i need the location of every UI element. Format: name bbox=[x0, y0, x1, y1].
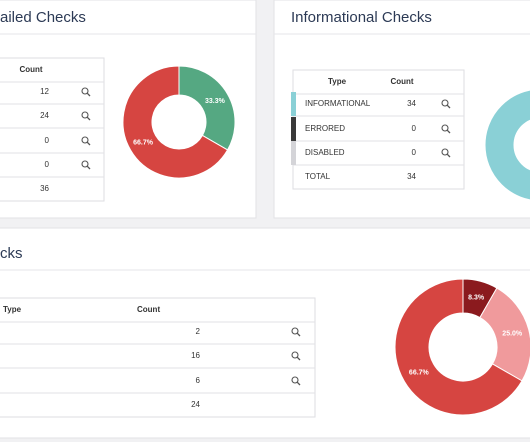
column-header: Count bbox=[390, 77, 413, 86]
donut-segment bbox=[394, 278, 523, 416]
table-cell: 24 bbox=[40, 111, 49, 120]
table-cell: 0 bbox=[45, 160, 50, 169]
search-icon[interactable] bbox=[81, 111, 91, 121]
table-cell: INFORMATIONAL bbox=[305, 99, 371, 108]
table-frame bbox=[0, 57, 105, 202]
donut-segment bbox=[479, 287, 530, 382]
search-handle bbox=[296, 356, 301, 361]
search-lens bbox=[81, 136, 89, 144]
table-cell: 12 bbox=[40, 87, 49, 96]
column-header: Type bbox=[3, 305, 22, 314]
table-cell: 2 bbox=[196, 327, 201, 336]
table-cell: 0 bbox=[412, 124, 417, 133]
total-cell: 24 bbox=[191, 400, 200, 409]
column-header: Count bbox=[19, 65, 42, 74]
panel-title: Informational Checks bbox=[291, 9, 432, 26]
row-color-bar bbox=[291, 92, 296, 116]
row-color-bar bbox=[291, 141, 296, 165]
row-color-bar bbox=[291, 117, 296, 141]
search-handle bbox=[446, 104, 451, 109]
table-cell: 16 bbox=[191, 351, 200, 360]
search-handle bbox=[86, 116, 91, 121]
search-icon[interactable] bbox=[291, 351, 301, 361]
table-cell: 34 bbox=[407, 99, 416, 108]
search-icon[interactable] bbox=[291, 376, 301, 386]
search-lens bbox=[441, 99, 449, 107]
search-handle bbox=[296, 381, 301, 386]
segment-label: 66.7% bbox=[133, 140, 154, 147]
column-header: Count bbox=[137, 305, 160, 314]
search-handle bbox=[446, 129, 451, 134]
search-lens bbox=[81, 87, 89, 95]
table-frame bbox=[0, 297, 316, 418]
segment-label: 25.0% bbox=[502, 331, 523, 338]
table-cell: ERRORED bbox=[305, 124, 345, 133]
search-icon[interactable] bbox=[291, 327, 301, 337]
search-icon[interactable] bbox=[441, 124, 451, 134]
panel bbox=[273, 0, 530, 219]
total-cell: 36 bbox=[40, 184, 49, 193]
table-cell: 0 bbox=[45, 136, 50, 145]
search-handle bbox=[86, 141, 91, 146]
search-handle bbox=[86, 92, 91, 97]
search-icon[interactable] bbox=[81, 87, 91, 97]
search-lens bbox=[291, 376, 299, 384]
search-lens bbox=[291, 351, 299, 359]
column-header: Type bbox=[328, 77, 347, 86]
search-icon[interactable] bbox=[441, 148, 451, 158]
table-cell: 6 bbox=[196, 376, 201, 385]
segment-label: 66.7% bbox=[409, 369, 430, 376]
search-lens bbox=[441, 148, 449, 156]
total-cell: 34 bbox=[407, 172, 416, 181]
total-cell: TOTAL bbox=[305, 172, 331, 181]
search-lens bbox=[291, 327, 299, 335]
segment-label: 33.3% bbox=[205, 98, 226, 105]
donut-segment bbox=[178, 65, 236, 151]
search-lens bbox=[441, 124, 449, 132]
panel-title: ailed Checks bbox=[0, 9, 86, 26]
search-handle bbox=[86, 165, 91, 170]
segment-label: 8.3% bbox=[468, 295, 485, 302]
search-icon[interactable] bbox=[81, 136, 91, 146]
search-icon[interactable] bbox=[441, 99, 451, 109]
table-cell: DISABLED bbox=[305, 148, 345, 157]
search-lens bbox=[81, 111, 89, 119]
table-cell: 0 bbox=[412, 148, 417, 157]
search-lens bbox=[81, 160, 89, 168]
donut-segment bbox=[122, 65, 229, 179]
donut-segment bbox=[484, 89, 530, 201]
search-handle bbox=[296, 332, 301, 337]
search-icon[interactable] bbox=[81, 160, 91, 170]
search-handle bbox=[446, 153, 451, 158]
panel-title: cks bbox=[0, 245, 23, 262]
